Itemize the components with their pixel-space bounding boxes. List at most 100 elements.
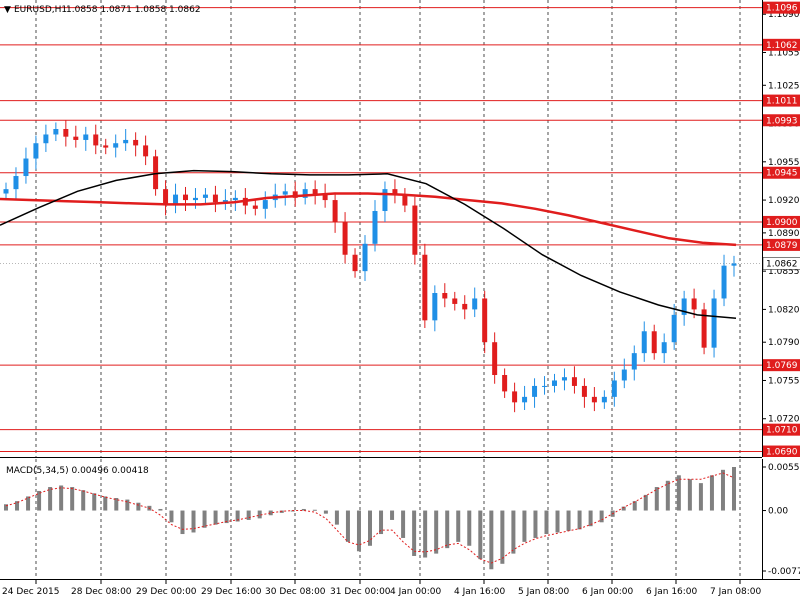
- macd-bar: [698, 483, 703, 511]
- macd-bar: [643, 494, 648, 511]
- candle-body: [462, 303, 468, 310]
- macd-bar: [202, 510, 207, 528]
- macd-bar: [676, 475, 681, 511]
- candle-body: [551, 380, 557, 386]
- price-tick-label: 1.0920: [768, 196, 800, 206]
- macd-bar: [136, 502, 141, 511]
- ma-slow-line: [0, 192, 737, 247]
- macd-histogram: [4, 467, 736, 570]
- candle-body: [611, 380, 617, 397]
- candle-body: [302, 189, 308, 198]
- macd-bar: [92, 493, 97, 511]
- time-tick-label: 30 Dec 08:00: [265, 587, 326, 597]
- level-label-bg: [763, 166, 800, 179]
- candle-body: [312, 189, 318, 195]
- macd-bar: [246, 510, 251, 520]
- price-chart-canvas[interactable]: ▼ EURUSD,H1 1.0858 1.0871 1.0858 1.0862: [0, 0, 762, 457]
- macd-bar: [732, 467, 736, 511]
- price-chart-pane[interactable]: ▼ EURUSD,H1 1.0858 1.0871 1.0858 1.0862: [0, 0, 762, 458]
- candles: [3, 120, 737, 413]
- macd-bar: [290, 510, 295, 512]
- macd-bar: [4, 504, 8, 511]
- macd-bar: [125, 499, 130, 511]
- candle-body: [33, 143, 39, 159]
- price-tick-label: 1.0890: [768, 229, 800, 239]
- candle-body: [153, 156, 159, 190]
- macd-bar: [423, 510, 428, 558]
- level-label: 1.0945: [766, 169, 798, 179]
- candle-body: [671, 314, 677, 343]
- macd-bar: [213, 510, 218, 525]
- candle-body: [402, 194, 408, 206]
- price-tick-label: 1.1025: [768, 81, 800, 91]
- candle-body: [53, 129, 59, 135]
- macd-bar: [577, 510, 582, 530]
- macd-bar: [224, 510, 229, 524]
- candle-body: [731, 263, 737, 266]
- candle-body: [252, 205, 258, 209]
- level-label: 1.0769: [766, 361, 798, 371]
- candle-body: [581, 385, 587, 397]
- macd-bar: [533, 510, 538, 538]
- macd-bar: [323, 510, 328, 514]
- level-label-bg: [763, 359, 800, 372]
- candle-body: [222, 200, 228, 203]
- candle-body: [3, 189, 9, 194]
- candle-body: [133, 139, 139, 146]
- macd-bar: [511, 510, 516, 554]
- candle-body: [262, 200, 268, 209]
- macd-bar: [48, 487, 53, 511]
- candle-body: [472, 298, 478, 310]
- time-tick-label: 4 Jan 00:00: [390, 587, 442, 597]
- grid: [0, 0, 762, 457]
- macd-bar: [599, 510, 604, 523]
- price-axis: 1.10901.10551.10251.09901.09551.09201.08…: [762, 0, 800, 457]
- symbol-timeframe: EURUSD,H1: [14, 5, 67, 15]
- candle-body: [232, 197, 238, 201]
- candle-body: [63, 129, 69, 137]
- macd-canvas[interactable]: MACD(5,34,5) 0.00496 0.00418: [0, 459, 762, 579]
- macd-bar: [500, 510, 505, 564]
- candle-body: [601, 396, 607, 403]
- macd-bar: [15, 501, 20, 511]
- candle-body: [362, 243, 368, 272]
- macd-bar: [81, 490, 86, 511]
- time-tick-label: 7 Jan 08:00: [710, 587, 762, 597]
- level-label-bg: [763, 445, 800, 457]
- candle-body: [13, 176, 19, 190]
- candle-body: [412, 205, 418, 255]
- candle-body: [103, 145, 109, 148]
- macd-bar: [621, 506, 626, 511]
- macd-bar: [401, 510, 406, 538]
- chart-header: ▼ EURUSD,H1 1.0858 1.0871 1.0858 1.0862: [4, 5, 201, 15]
- time-tick-label: 4 Jan 16:00: [454, 587, 506, 597]
- candle-body: [621, 369, 627, 381]
- macd-bar: [37, 490, 42, 511]
- ma-fast-line: [0, 169, 737, 319]
- macd-tick-label: 0.00556: [768, 463, 800, 473]
- macd-pane[interactable]: MACD(5,34,5) 0.00496 0.00418: [0, 459, 762, 579]
- candle-body: [382, 189, 388, 212]
- candle-body: [452, 298, 458, 304]
- price-tick-label: 1.0955: [768, 158, 800, 168]
- candle-body: [561, 377, 567, 381]
- macd-tick-label: 0.00: [768, 507, 788, 517]
- candle-body: [93, 134, 99, 146]
- time-tick-label: 6 Jan 00:00: [582, 587, 634, 597]
- time-tick-label: 29 Dec 00:00: [136, 587, 197, 597]
- candle-body: [73, 136, 79, 140]
- candle-body: [691, 298, 697, 310]
- candle-body: [631, 353, 637, 370]
- macd-bar: [257, 510, 262, 519]
- current-price-label: 1.0862: [766, 259, 798, 269]
- macd-bar: [356, 510, 361, 552]
- candle-body: [322, 194, 328, 201]
- candle-body: [661, 342, 667, 354]
- macd-bar: [26, 496, 31, 511]
- time-tick-label: 6 Jan 16:00: [646, 587, 698, 597]
- candle-body: [392, 189, 398, 195]
- ohlc-values: 1.0858 1.0871 1.0858 1.0862: [66, 5, 201, 15]
- time-axis: 24 Dec 2015 28 Dec 08:00 29 Dec 00:00 29 De…: [0, 579, 800, 601]
- candle-body: [113, 143, 119, 148]
